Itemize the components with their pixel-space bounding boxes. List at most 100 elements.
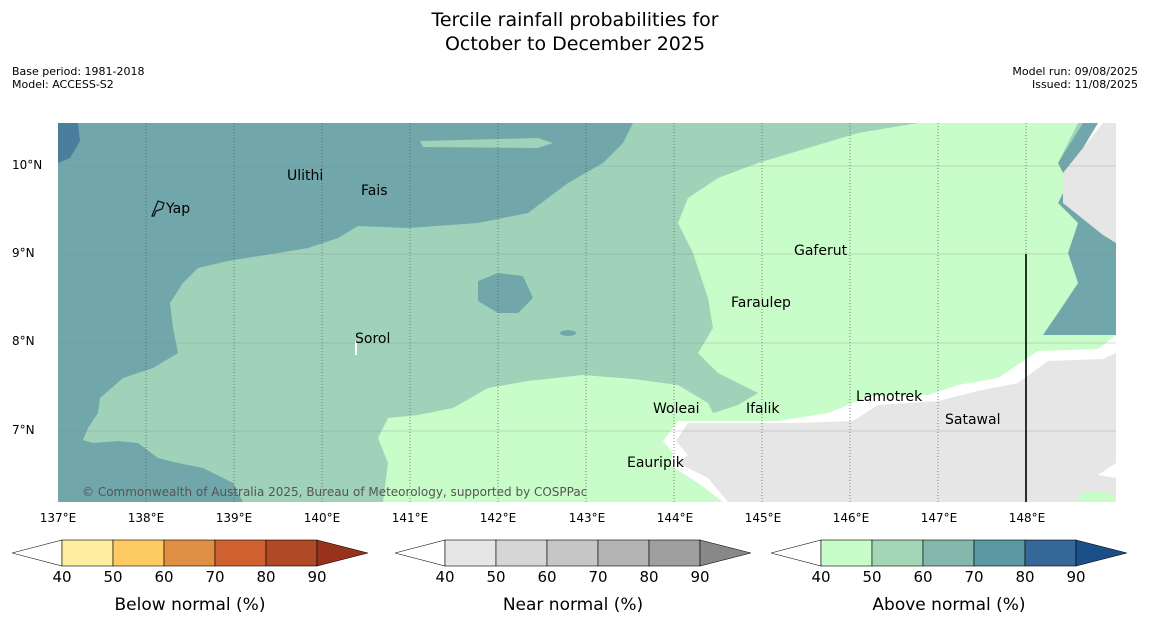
legend-near-swatch-1 [444,539,497,567]
lon-label-148: 148°E [1008,511,1046,525]
lon-label-138: 138°E [127,511,165,525]
legend-tick: 90 [1066,568,1086,586]
lon-label-144: 144°E [656,511,694,525]
zone-above-70-80 [58,123,80,163]
legend-below-normal: 40 50 60 70 80 90 Below normal (%) [10,538,369,615]
legend-below-title: Below normal (%) [114,595,266,615]
legend-below-swatch-5 [265,539,318,567]
place-yap: Yap [165,201,190,217]
latitude-gridlines [58,165,1116,432]
place-ulithi: Ulithi [287,168,323,184]
lat-label-8: 8°N [12,334,35,348]
zone-green-speck [1073,491,1116,502]
place-lamotrek: Lamotrek [856,389,923,405]
place-ifalik: Ifalik [746,401,780,417]
legend-near-title: Near normal (%) [502,595,644,615]
legend-tick: 40 [435,568,455,586]
legend-below-high-cap [316,539,369,567]
legend-above-swatch-5 [1024,539,1077,567]
legend-tick: 60 [537,568,557,586]
legend-near-swatch-2 [495,539,548,567]
issued-date: Issued: 11/08/2025 [1031,78,1138,91]
lon-label-139: 139°E [215,511,253,525]
lon-label-142: 142°E [479,511,517,525]
legend-tick: 50 [486,568,506,586]
place-faraulep: Faraulep [731,295,791,311]
metadata-right: Model run: 09/08/2025 Issued: 11/08/2025 [1012,65,1138,91]
legend-tick: 50 [862,568,882,586]
longitude-gridlines [145,123,1027,502]
lon-label-143: 143°E [568,511,606,525]
legend-above-title: Above normal (%) [872,595,1026,615]
legend-tick: 40 [52,568,72,586]
legend-near-swatch-3 [546,539,599,567]
place-fais: Fais [361,183,388,199]
lon-label-147: 147°E [920,511,958,525]
lat-label-10: 10°N [12,158,43,172]
copyright-notice: © Commonwealth of Australia 2025, Bureau… [82,485,588,499]
legend-near-high-cap [699,539,752,567]
legend-tick: 80 [1015,568,1035,586]
lat-label-9: 9°N [12,246,35,260]
title-line-2: October to December 2025 [444,33,706,55]
lon-label-146: 146°E [832,511,870,525]
yap-island-outline [151,200,165,217]
zone-speck [560,330,576,336]
legend-tick: 80 [639,568,659,586]
legend-below-swatch-4 [214,539,267,567]
legend-below-bar [10,539,369,567]
place-sorol: Sorol [355,331,390,347]
model-run: Model run: 09/08/2025 [1012,65,1138,78]
legend-near-swatch-5 [648,539,701,567]
legend-above-bar [769,539,1128,567]
legend-tick: 80 [256,568,276,586]
legend-tick: 60 [913,568,933,586]
map-svg: Ulithi Fais Yap Gaferut Faraulep Sorol L… [58,123,1116,502]
legend-below-swatch-1 [61,539,114,567]
model-name: Model: ACCESS-S2 [12,78,114,91]
legend-tick: 70 [964,568,984,586]
legend-tick: 70 [205,568,225,586]
legend-above-swatch-2 [871,539,924,567]
place-eauripik: Eauripik [627,455,685,471]
legend-below-swatch-2 [112,539,165,567]
zone-above-60-70-isle [478,273,533,313]
place-woleai: Woleai [653,401,700,417]
legend-above-high-cap [1075,539,1128,567]
forecast-map: Ulithi Fais Yap Gaferut Faraulep Sorol L… [58,123,1116,502]
zone-white-speck [1098,463,1116,478]
legend-tick: 90 [307,568,327,586]
zone-top-strip [420,138,553,148]
place-gaferut: Gaferut [794,243,848,259]
lon-label-137: 137°E [39,511,77,525]
lat-label-7: 7°N [12,423,35,437]
legend-tick: 90 [690,568,710,586]
legend-above-low-cap [769,539,822,567]
legend-below-swatch-3 [163,539,216,567]
legend-above-swatch-4 [973,539,1026,567]
lon-label-145: 145°E [744,511,782,525]
legend-tick: 50 [103,568,123,586]
legend-near-bar [393,539,752,567]
legend-tick: 60 [154,568,174,586]
zone-near-normal-ne [1063,123,1116,243]
place-satawal: Satawal [945,412,1000,428]
legend-above-swatch-3 [922,539,975,567]
legend-below-low-cap [10,539,63,567]
sorol-island [355,341,357,355]
title-line-1: Tercile rainfall probabilities for [431,9,719,31]
metadata-left: Base period: 1981-2018 Model: ACCESS-S2 [12,65,144,91]
legend-near-normal: 40 50 60 70 80 90 Near normal (%) [393,538,752,615]
legend-above-swatch-1 [820,539,873,567]
lon-label-141: 141°E [391,511,429,525]
legend-tick: 70 [588,568,608,586]
zone-above-40-50-south [378,375,718,502]
base-period: Base period: 1981-2018 [12,65,145,78]
legend-near-swatch-4 [597,539,650,567]
zone-near-normal-south [676,353,1116,502]
legend-above-normal: 40 50 60 70 80 90 Above normal (%) [769,538,1128,615]
lon-label-140: 140°E [303,511,341,525]
legend-near-low-cap [393,539,446,567]
legend-tick: 40 [811,568,831,586]
map-title: Tercile rainfall probabilities for Octob… [0,8,1150,56]
